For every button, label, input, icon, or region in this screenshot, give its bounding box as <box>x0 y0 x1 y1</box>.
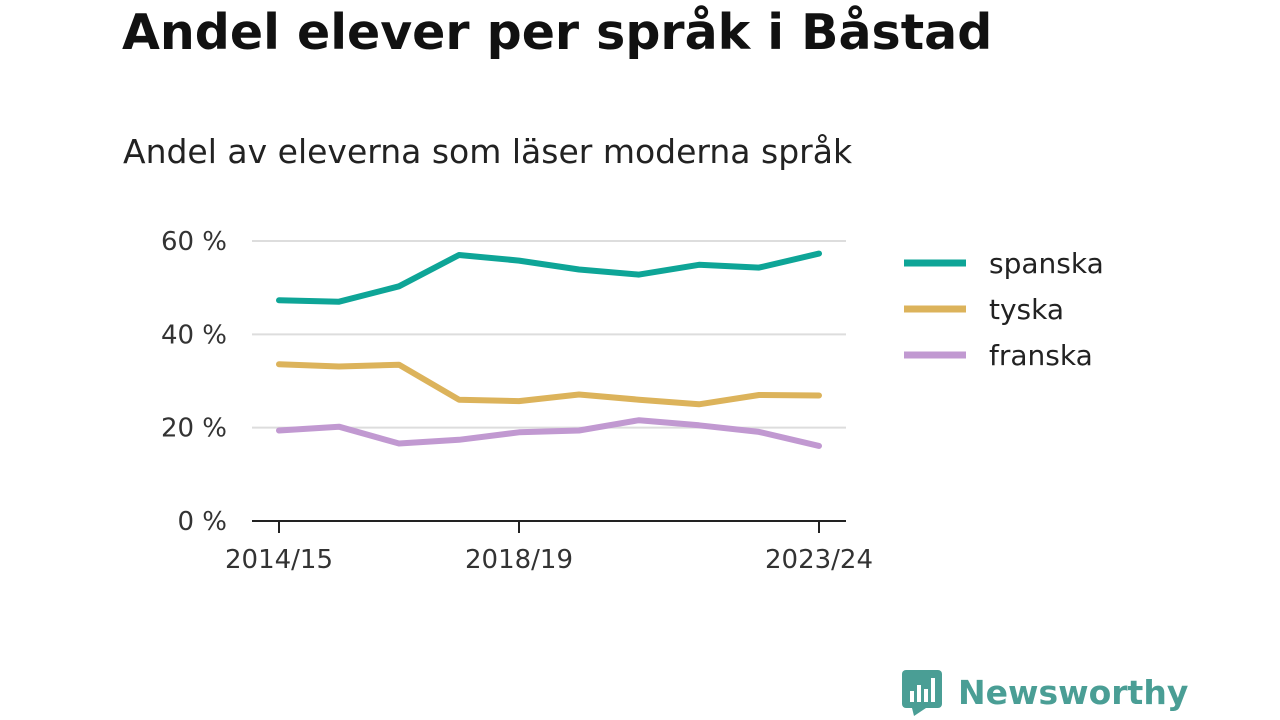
brand-name: Newsworthy <box>958 673 1189 712</box>
series-line-spanska <box>276 250 822 305</box>
legend-label-spanska: spanska <box>989 247 1104 280</box>
x-tick-label: 2018/19 <box>465 545 573 575</box>
series-line-franska <box>276 417 822 449</box>
chart-subtitle: Andel av eleverna som läser moderna språ… <box>123 132 853 171</box>
legend-label-tyska: tyska <box>989 293 1064 326</box>
series-line-tyska <box>276 361 822 408</box>
chart-title: Andel elever per språk i Båstad <box>122 4 993 61</box>
y-tick-label: 20 % <box>161 414 227 444</box>
y-tick-label: 40 % <box>161 320 227 350</box>
y-tick-label: 60 % <box>161 227 227 257</box>
newsworthy-logo-icon <box>902 670 942 716</box>
x-tick-label: 2023/24 <box>765 545 873 575</box>
legend-label-franska: franska <box>989 339 1093 372</box>
y-tick-label: 0 % <box>177 507 227 537</box>
x-tick-label: 2014/15 <box>225 545 333 575</box>
brand-logo: Newsworthy <box>902 670 1188 716</box>
